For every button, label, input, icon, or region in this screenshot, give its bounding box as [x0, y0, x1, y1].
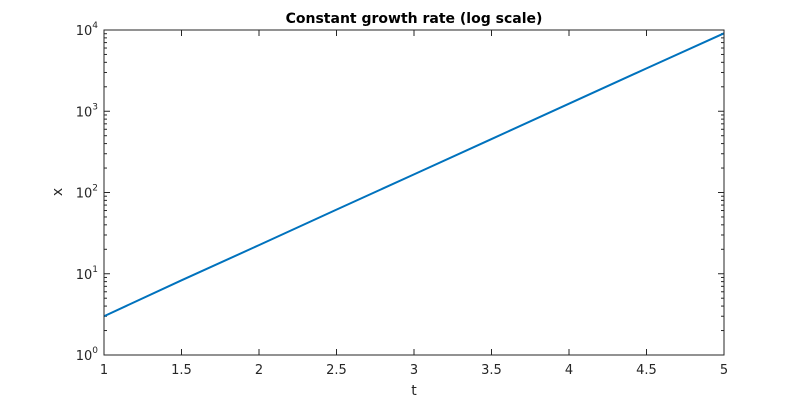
x-tick-label: 3 [410, 363, 418, 378]
x-tick-label: 5 [720, 363, 728, 378]
chart-title: Constant growth rate (log scale) [286, 11, 543, 27]
plot-area [104, 30, 724, 355]
x-tick-label: 3.5 [481, 363, 502, 378]
x-tick-label: 4.5 [636, 363, 657, 378]
axes-box [103, 29, 725, 356]
y-tick-label: 102 [76, 184, 98, 202]
y-axis-label: x [50, 188, 66, 196]
tick-labels: 1 1.5 2 2.5 3 3.5 4 4.5 5 100 101 102 103 104 [76, 21, 728, 378]
x-tick-label: 4 [565, 363, 573, 378]
y-tick-label: 101 [76, 265, 98, 283]
y-tick-label: 100 [76, 346, 99, 364]
x-axis-label: t [411, 383, 417, 399]
y-tick-label: 104 [76, 21, 99, 39]
series-line [103, 32, 725, 318]
series-layer [103, 32, 725, 318]
y-tick-label: 103 [76, 102, 98, 120]
x-tick-label: 1.5 [171, 363, 192, 378]
x-tick-label: 1 [100, 363, 108, 378]
x-tick-label: 2 [255, 363, 263, 378]
x-tick-label: 2.5 [326, 363, 347, 378]
